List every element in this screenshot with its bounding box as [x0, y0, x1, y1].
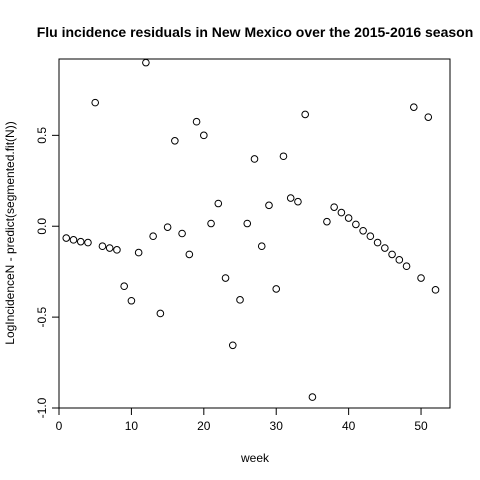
data-point	[381, 244, 389, 252]
data-point	[250, 155, 259, 163]
y-tick-label: -0.5	[35, 306, 49, 327]
data-point	[76, 237, 85, 246]
data-point	[207, 219, 215, 228]
data-point	[228, 341, 237, 350]
data-point	[149, 232, 157, 241]
data-point	[163, 223, 172, 231]
data-point	[352, 220, 360, 229]
data-point	[301, 110, 309, 119]
data-point	[200, 131, 208, 140]
data-point	[156, 309, 165, 318]
data-point	[257, 242, 266, 251]
data-point	[221, 274, 230, 282]
y-axis-label: LogIncidenceN - predict(segmented.fit(N)…	[3, 121, 17, 344]
data-point	[62, 234, 71, 242]
x-tick-label: 10	[125, 419, 139, 433]
chart-title: Flu incidence residuals in New Mexico ov…	[37, 24, 474, 40]
data-point	[134, 248, 143, 257]
data-point	[308, 393, 317, 401]
data-point	[366, 232, 375, 241]
x-tick-label: 20	[197, 419, 211, 433]
data-point	[424, 113, 433, 121]
data-point	[236, 296, 244, 304]
data-point	[265, 201, 273, 210]
x-axis-label: week	[240, 451, 270, 465]
data-point	[359, 226, 367, 235]
y-axis: -1.0 -0.5 0.0 0.5	[35, 127, 59, 418]
data-point	[330, 203, 338, 211]
x-tick-label: 30	[270, 419, 284, 433]
data-point	[91, 98, 100, 107]
data-point	[395, 256, 404, 264]
data-point	[120, 282, 128, 291]
x-axis: 0 10 20 30 40 50	[56, 408, 428, 433]
plot-frame	[58, 58, 451, 409]
data-point	[323, 217, 331, 226]
data-point	[388, 250, 396, 259]
data-points	[62, 58, 440, 401]
data-point	[127, 296, 136, 305]
data-point	[243, 219, 252, 228]
data-point	[417, 274, 425, 282]
data-point	[142, 58, 150, 67]
data-point	[409, 103, 418, 111]
data-point	[171, 136, 179, 145]
data-point	[272, 285, 281, 293]
data-point	[402, 262, 411, 271]
x-tick-label: 40	[342, 419, 356, 433]
data-point	[431, 286, 440, 294]
data-point	[84, 238, 92, 247]
data-point	[279, 152, 288, 161]
data-point	[192, 117, 201, 126]
data-point	[294, 197, 302, 206]
data-point	[98, 242, 107, 251]
data-point	[344, 214, 353, 222]
x-tick-label: 50	[414, 419, 428, 433]
data-point	[373, 238, 382, 247]
data-point	[286, 194, 295, 202]
y-tick-label: 0.5	[35, 127, 49, 144]
x-tick-label: 0	[56, 419, 63, 433]
data-point	[113, 246, 121, 254]
data-point	[214, 199, 223, 208]
data-point	[185, 250, 194, 259]
data-point	[69, 236, 78, 244]
data-point	[178, 229, 186, 238]
y-tick-label: -1.0	[35, 397, 49, 418]
y-tick-label: 0.0	[35, 218, 49, 235]
data-point	[105, 244, 114, 252]
data-point	[337, 208, 346, 217]
